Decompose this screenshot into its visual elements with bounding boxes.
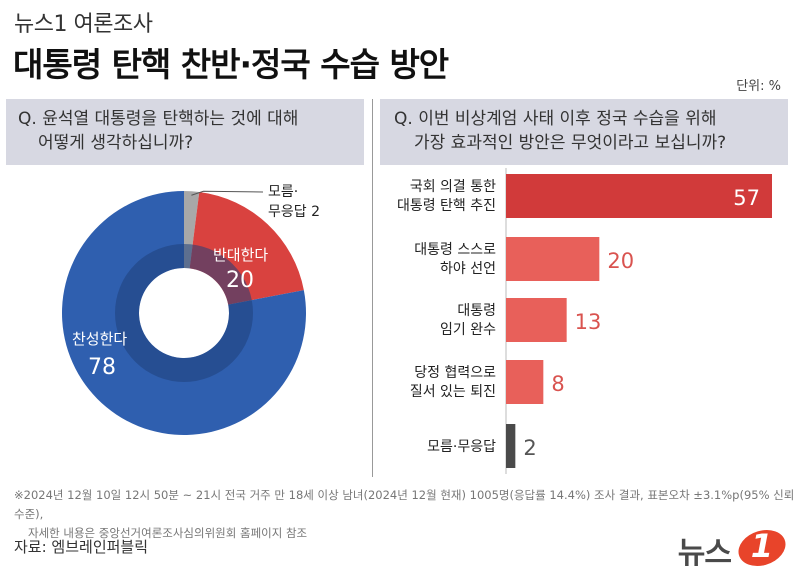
bar-category-1-line-1: 대통령 스스로 bbox=[414, 242, 496, 258]
question-1-line-1: Q. 윤석열 대통령을 탄핵하는 것에 대해 bbox=[18, 109, 299, 129]
page-title: 대통령 탄핵 찬반·정국 수습 방안 bbox=[13, 45, 449, 84]
question-2-line-2: 가장 효과적인 방안은 무엇이라고 보십니까? bbox=[414, 133, 727, 153]
donut-slice-0 bbox=[61, 191, 306, 435]
bar-3 bbox=[506, 360, 544, 404]
bar-1 bbox=[506, 237, 600, 281]
donut-hole bbox=[140, 269, 228, 357]
question-box-1: Q. 윤석열 대통령을 탄핵하는 것에 대해 어떻게 생각하십니까? bbox=[6, 99, 364, 165]
survey-note: ※2024년 12월 10일 12시 50분 ~ 21시 전국 거주 만 18세… bbox=[14, 486, 795, 543]
bar-value-3: 8 bbox=[551, 372, 564, 396]
slice-value-1: 20 bbox=[226, 268, 254, 293]
question-2-line-1: Q. 이번 비상계엄 사태 이후 정국 수습을 위해 bbox=[394, 109, 717, 129]
brand-label: 뉴스1 여론조사 bbox=[14, 12, 153, 37]
slice-label-1: 반대한다 bbox=[213, 246, 268, 264]
slice-label-0: 찬성한다 bbox=[72, 330, 127, 348]
bar-category-4-line-1: 모름·무응답 bbox=[427, 439, 496, 455]
bar-category-3-line-1: 당정 협력으로 bbox=[414, 365, 496, 381]
bar-category-0-line-1: 국회 의결 통한 bbox=[410, 179, 496, 195]
slice-label-2-line-1: 모름· bbox=[268, 184, 298, 200]
bar-category-2-line-2: 임기 완수 bbox=[440, 322, 496, 338]
survey-note-line-2: 자세한 내용은 중앙선거여론조사심의위원회 홈페이지 참조 bbox=[28, 526, 308, 540]
question-box-2: Q. 이번 비상계엄 사태 이후 정국 수습을 위해 가장 효과적인 방안은 무… bbox=[380, 99, 788, 165]
slice-value-0: 78 bbox=[88, 355, 116, 380]
bar-value-4: 2 bbox=[523, 436, 536, 460]
source-label: 자료: 엠브레인퍼블릭 bbox=[14, 538, 149, 556]
unit-label: 단위: % bbox=[736, 79, 781, 94]
news1-logo-mark: 1 bbox=[750, 527, 773, 565]
column-divider bbox=[372, 99, 373, 477]
survey-note-line-1: ※2024년 12월 10일 12시 50분 ~ 21시 전국 거주 만 18세… bbox=[14, 488, 795, 521]
bar-value-1: 20 bbox=[607, 249, 634, 273]
bar-0 bbox=[506, 174, 772, 218]
bar-category-2-line-1: 대통령 bbox=[457, 303, 496, 319]
bar-category-1-line-2: 하야 선언 bbox=[440, 261, 496, 277]
bar-value-0: 57 bbox=[733, 186, 760, 210]
slice-label-2-line-2: 무응답 2 bbox=[268, 204, 320, 220]
bar-4 bbox=[506, 424, 516, 468]
donut-inner-ring bbox=[115, 244, 253, 382]
bar-value-2: 13 bbox=[575, 310, 602, 334]
news1-logo-text: 뉴스 bbox=[677, 536, 732, 571]
question-1-line-2: 어떻게 생각하십니까? bbox=[38, 133, 194, 153]
slice-leader-line-2 bbox=[191, 190, 264, 196]
bar-category-0-line-2: 대통령 탄핵 추진 bbox=[397, 198, 496, 214]
bar-category-3-line-2: 질서 있는 퇴진 bbox=[410, 384, 496, 400]
bar-2 bbox=[506, 298, 567, 342]
